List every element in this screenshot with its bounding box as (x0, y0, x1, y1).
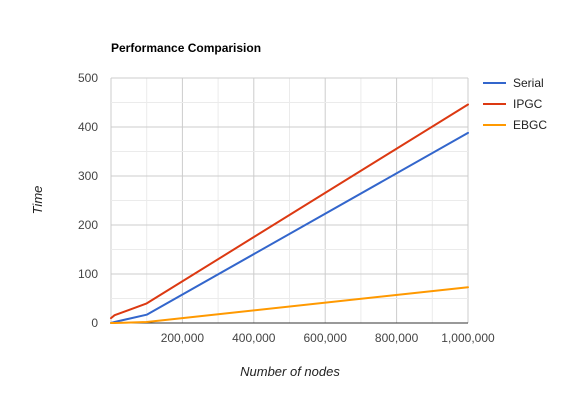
x-axis-ticks: 200,000 400,000 600,000 800,000 1,000,000 (161, 331, 495, 345)
x-tick-label: 600,000 (304, 331, 348, 345)
y-tick-label: 300 (78, 169, 98, 183)
y-tick-label: 0 (91, 316, 98, 330)
y-tick-label: 200 (78, 218, 98, 232)
legend: Serial IPGC EBGC (483, 76, 547, 132)
series-lines (110, 103, 469, 324)
x-tick-label: 1,000,000 (441, 331, 495, 345)
legend-label: EBGC (513, 118, 547, 132)
series-line-ipgc (110, 103, 469, 320)
chart-title: Performance Comparision (111, 41, 261, 55)
y-axis-title: Time (30, 186, 45, 215)
y-axis-ticks: 0 100 200 300 400 500 (78, 71, 98, 330)
y-tick-label: 500 (78, 71, 98, 85)
x-tick-label: 400,000 (232, 331, 276, 345)
legend-label: Serial (513, 76, 544, 90)
x-axis-title: Number of nodes (240, 364, 340, 379)
y-tick-label: 100 (78, 267, 98, 281)
x-tick-label: 200,000 (161, 331, 205, 345)
y-tick-label: 400 (78, 120, 98, 134)
x-tick-label: 800,000 (375, 331, 419, 345)
legend-label: IPGC (513, 97, 543, 111)
grid (110, 77, 469, 324)
series-line-ebgc (110, 286, 469, 324)
